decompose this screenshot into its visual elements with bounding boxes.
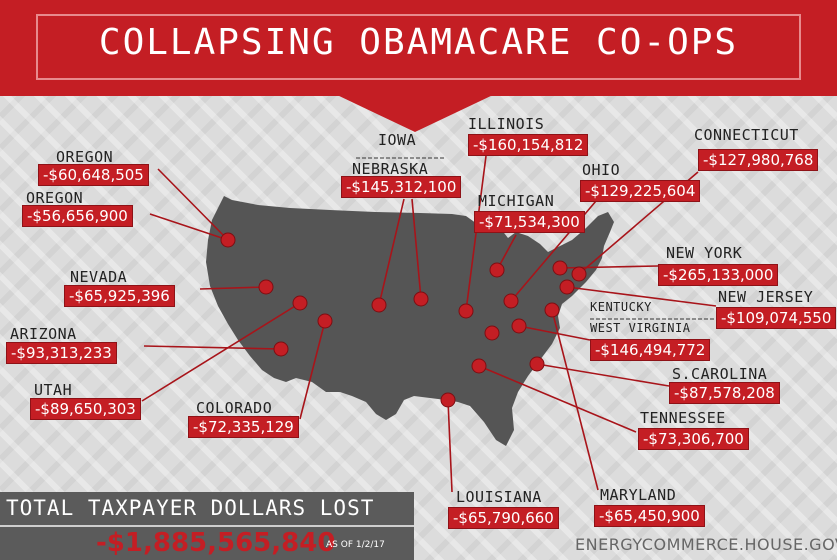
state-label-colorado: COLORADO [196, 399, 273, 417]
marker-michigan [489, 262, 505, 278]
amount-s-carolina: -$87,578,208 [669, 382, 780, 404]
state-label-maryland: MARYLAND [600, 486, 677, 504]
marker-illinois [458, 303, 474, 319]
amount-oregon-1: -$60,648,505 [38, 164, 149, 186]
total-panel: TOTAL TAXPAYER DOLLARS LOST -$1,885,565,… [0, 492, 414, 560]
state-label-kentucky: KENTUCKY [590, 300, 652, 314]
coop-markers [220, 232, 587, 408]
state-label-nevada: NEVADA [70, 268, 128, 286]
marker-tennessee [471, 358, 487, 374]
amount-ohio: -$129,225,604 [580, 180, 701, 202]
amount-utah: -$89,650,303 [30, 398, 141, 420]
amount-new-jersey: -$109,074,550 [716, 307, 837, 329]
amount-tennessee: -$73,306,700 [638, 428, 749, 450]
amount-new-york: -$265,133,000 [658, 264, 779, 286]
marker-kentucky [484, 325, 500, 341]
state-label-tennessee: TENNESSEE [640, 409, 726, 427]
state-label-iowa: IOWA [378, 131, 417, 149]
marker-arizona [273, 341, 289, 357]
marker-nevada [258, 279, 274, 295]
amount-maryland: -$65,450,900 [594, 505, 705, 527]
marker-s-carolina [529, 356, 545, 372]
state-label-louisiana: LOUISIANA [456, 488, 542, 506]
marker-iowa [413, 291, 429, 307]
marker-new-york [552, 260, 568, 276]
amount-oregon-2: -$56,656,900 [22, 205, 133, 227]
amount-illinois: -$160,154,812 [468, 134, 589, 156]
amount-colorado: -$72,335,129 [188, 416, 299, 438]
state-label-new-jersey: NEW JERSEY [718, 288, 814, 306]
total-divider [0, 525, 414, 527]
marker-west-virginia [511, 318, 527, 334]
amount-michigan: -$71,534,300 [474, 211, 585, 233]
marker-new-jersey [559, 279, 575, 295]
amount-arizona: -$93,313,233 [6, 342, 117, 364]
total-as-of: AS OF 1/2/17 [326, 540, 385, 550]
amount-nevada: -$65,925,396 [64, 285, 175, 307]
state-label-oregon-1: OREGON [56, 148, 114, 166]
marker-oregon [220, 232, 236, 248]
amount-nebraska: -$145,312,100 [341, 176, 462, 198]
state-label-arizona: ARIZONA [10, 325, 77, 343]
state-label-utah: UTAH [34, 381, 73, 399]
banner-notch [335, 94, 495, 132]
total-value: -$1,885,565,840 [96, 528, 336, 558]
state-label-nebraska: NEBRASKA [352, 160, 429, 178]
us-map-shape [206, 196, 614, 446]
total-label: TOTAL TAXPAYER DOLLARS LOST [6, 496, 375, 520]
state-label-connecticut: CONNECTICUT [694, 126, 799, 144]
page-title: COLLAPSING OBAMACARE CO-OPS [98, 22, 739, 63]
state-label-illinois: ILLINOIS [468, 115, 545, 133]
amount-louisiana: -$65,790,660 [448, 507, 559, 529]
title-frame [36, 14, 801, 80]
label-dividers [356, 157, 716, 320]
amount-west-virginia: -$146,494,772 [590, 339, 711, 361]
marker-connecticut [571, 266, 587, 282]
title-banner [0, 0, 837, 96]
marker-colorado [317, 313, 333, 329]
marker-maryland [544, 302, 560, 318]
marker-nebraska [371, 297, 387, 313]
state-label-west-virginia: WEST VIRGINIA [590, 321, 691, 335]
source-credit: ENERGYCOMMERCE.HOUSE.GOV [575, 535, 837, 554]
amount-connecticut: -$127,980,768 [698, 149, 819, 171]
state-label-michigan: MICHIGAN [478, 192, 555, 210]
marker-utah [292, 295, 308, 311]
state-label-new-york: NEW YORK [666, 244, 743, 262]
marker-louisiana [440, 392, 456, 408]
marker-ohio [503, 293, 519, 309]
state-label-s-carolina: S.CAROLINA [672, 365, 768, 383]
state-label-oregon-2: OREGON [26, 189, 84, 207]
state-label-ohio: OHIO [582, 161, 621, 179]
